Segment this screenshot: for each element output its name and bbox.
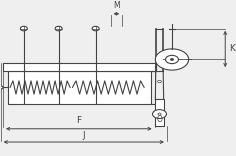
Text: J: J (83, 131, 85, 140)
Circle shape (170, 58, 174, 61)
Circle shape (0, 86, 3, 89)
Bar (155, 99, 164, 126)
Circle shape (158, 80, 161, 83)
Text: M: M (113, 1, 120, 10)
Text: K: K (229, 44, 235, 54)
Bar (3, 63, 156, 71)
Circle shape (92, 26, 99, 31)
Circle shape (158, 113, 161, 115)
Circle shape (165, 55, 178, 64)
Bar (8, 71, 151, 104)
Circle shape (20, 26, 27, 31)
Circle shape (152, 110, 166, 118)
Circle shape (55, 26, 62, 31)
Text: F: F (76, 116, 81, 125)
Circle shape (155, 49, 189, 70)
Text: O: O (156, 115, 162, 124)
